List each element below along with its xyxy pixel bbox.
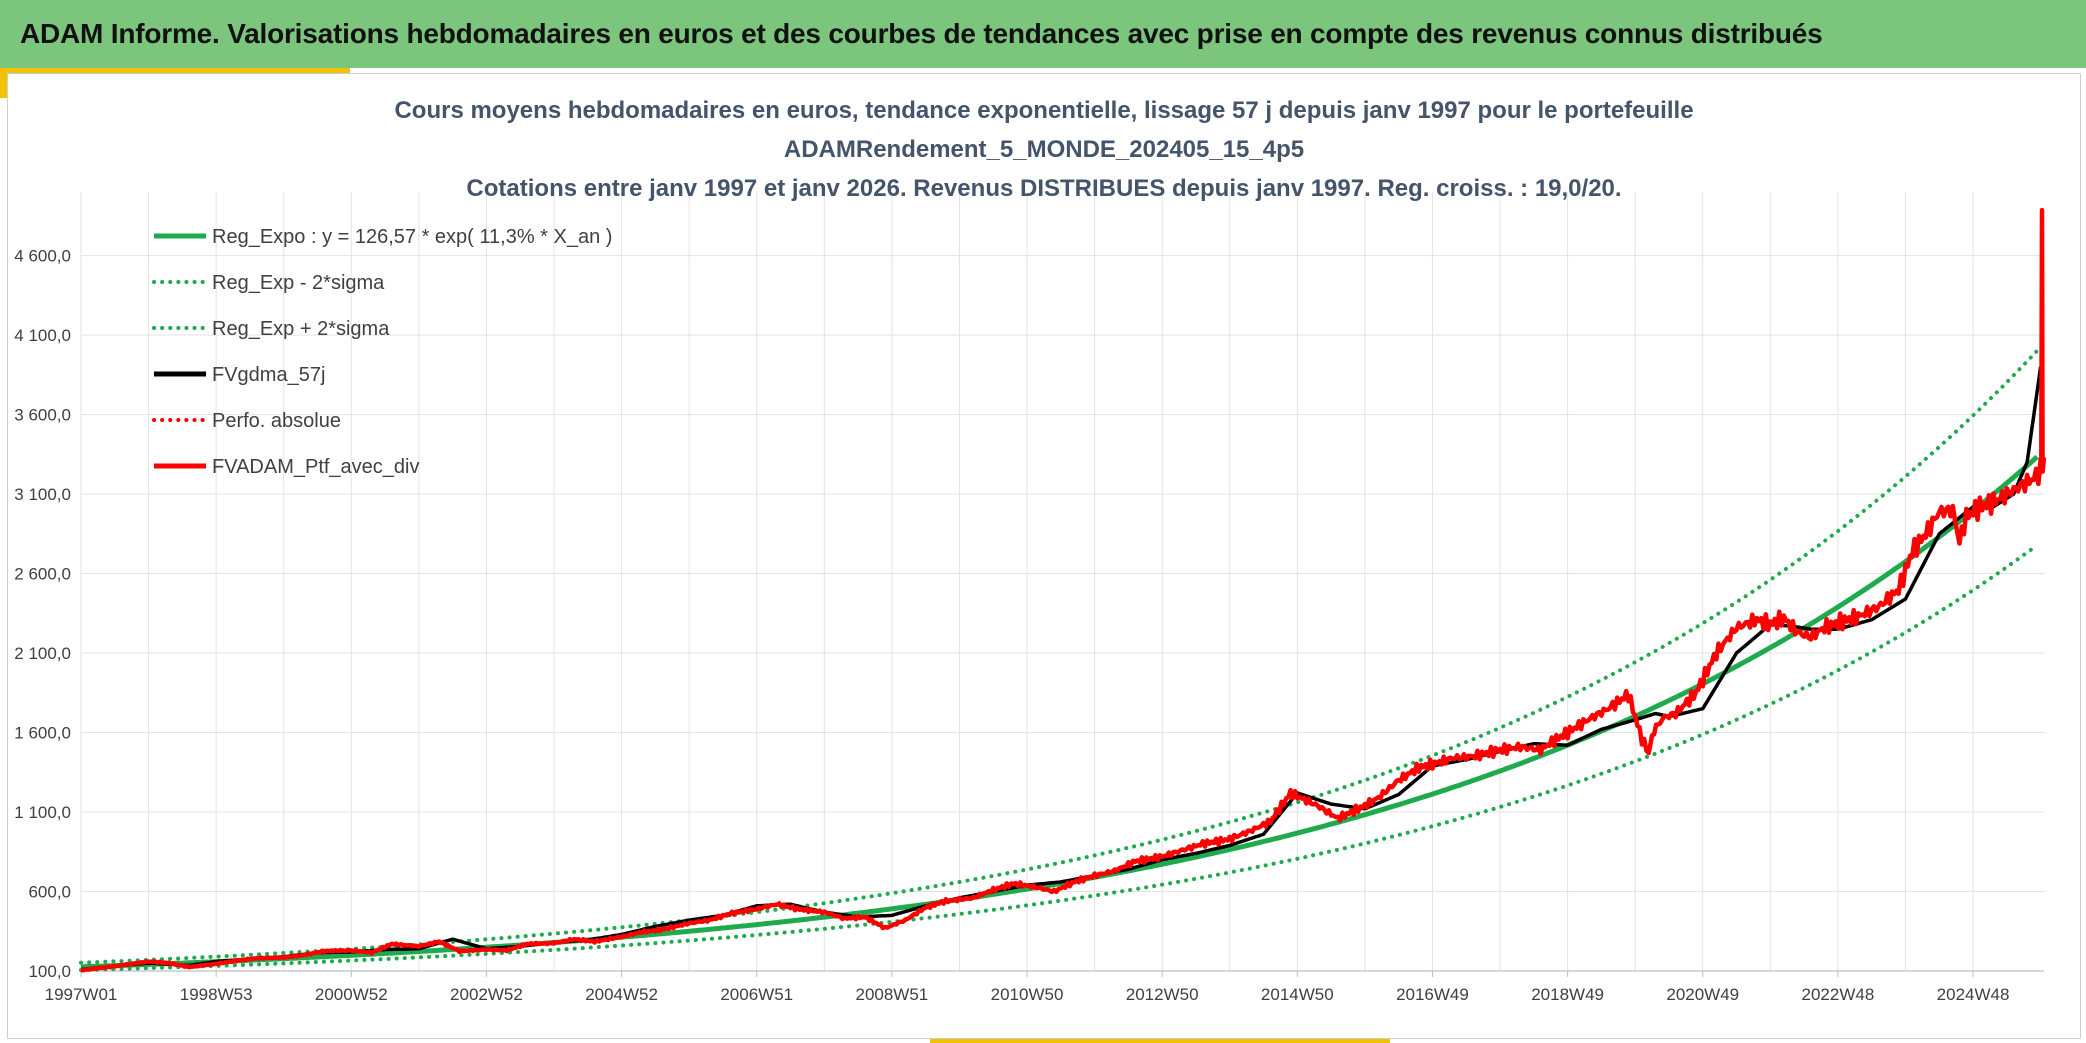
chart-title-line-3: Cotations entre janv 1997 et janv 2026. …: [466, 175, 1621, 202]
y-tick-label: 2 600,0: [14, 565, 71, 584]
legend-label: Reg_Exp + 2*sigma: [212, 318, 390, 340]
chart-title: Cours moyens hebdomadaires en euros, ten…: [394, 97, 1693, 202]
x-tick-label: 1998W53: [180, 985, 253, 1004]
legend-label: Reg_Expo : y = 126,57 * exp( 11,3% * X_a…: [212, 226, 612, 248]
legend: Reg_Expo : y = 126,57 * exp( 11,3% * X_a…: [152, 226, 612, 478]
reg-exp-minus-2sigma-line: [79, 543, 2040, 973]
x-tick-label: 2012W50: [1126, 985, 1199, 1004]
accent-bar-left: [0, 68, 7, 98]
y-tick-label: 3 100,0: [14, 485, 71, 504]
x-tick-label: 2000W52: [315, 985, 388, 1004]
x-tick-label: 2006W51: [720, 985, 793, 1004]
y-tick-label: 1 600,0: [14, 724, 71, 743]
x-tick-label: 2024W48: [1937, 985, 2010, 1004]
axes: 100,0 600,0 1 100,0 1 600,0 2 100,0 2 600,0 3 …: [14, 247, 2044, 1004]
legend-label: Reg_Exp - 2*sigma: [212, 272, 385, 294]
y-tick-label: 4 100,0: [14, 326, 71, 345]
chart: 100,0 600,0 1 100,0 1 600,0 2 100,0 2 600,0 3 …: [14, 97, 2047, 1004]
x-tick-label: 2020W49: [1666, 985, 1739, 1004]
legend-label: Perfo. absolue: [212, 410, 341, 432]
series: [79, 207, 2047, 973]
y-tick-label: 4 600,0: [14, 247, 71, 266]
grid: [80, 192, 2044, 972]
y-tick-label: 100,0: [28, 962, 71, 981]
chart-title-line-2: ADAMRendement_5_MONDE_202405_15_4p5: [784, 136, 1304, 163]
y-tick-label: 3 600,0: [14, 406, 71, 425]
header-banner: ADAM Informe. Valorisations hebdomadaire…: [0, 0, 2086, 68]
chart-frame: 100,0 600,0 1 100,0 1 600,0 2 100,0 2 600,0 3 …: [7, 73, 2081, 1039]
x-tick-label: 2014W50: [1261, 985, 1334, 1004]
x-tick-label: 2016W49: [1396, 985, 1469, 1004]
x-tick-label: 2022W48: [1802, 985, 1875, 1004]
x-tick-label: 2010W50: [991, 985, 1064, 1004]
accent-bar: [0, 68, 350, 73]
accent-bar-bottom: [930, 1039, 1390, 1043]
y-tick-label: 600,0: [28, 883, 71, 902]
fvgdma-57j-line: [80, 366, 2043, 972]
reg-exp-plus-2sigma-line: [79, 348, 2040, 965]
y-tick-label: 1 100,0: [14, 803, 71, 822]
fvadam-ptf-line: [80, 207, 2047, 973]
banner-title: ADAM Informe. Valorisations hebdomadaire…: [20, 18, 1823, 49]
x-tick-label: 2008W51: [855, 985, 928, 1004]
x-tick-label: 2002W52: [450, 985, 523, 1004]
y-tick-label: 2 100,0: [14, 644, 71, 663]
x-tick-label: 2004W52: [585, 985, 658, 1004]
x-tick-label: 2018W49: [1531, 985, 1604, 1004]
legend-label: FVADAM_Ptf_avec_div: [212, 456, 420, 478]
x-tick-label: 1997W01: [45, 985, 118, 1004]
legend-label: FVgdma_57j: [212, 364, 325, 386]
chart-title-line-1: Cours moyens hebdomadaires en euros, ten…: [394, 97, 1693, 124]
